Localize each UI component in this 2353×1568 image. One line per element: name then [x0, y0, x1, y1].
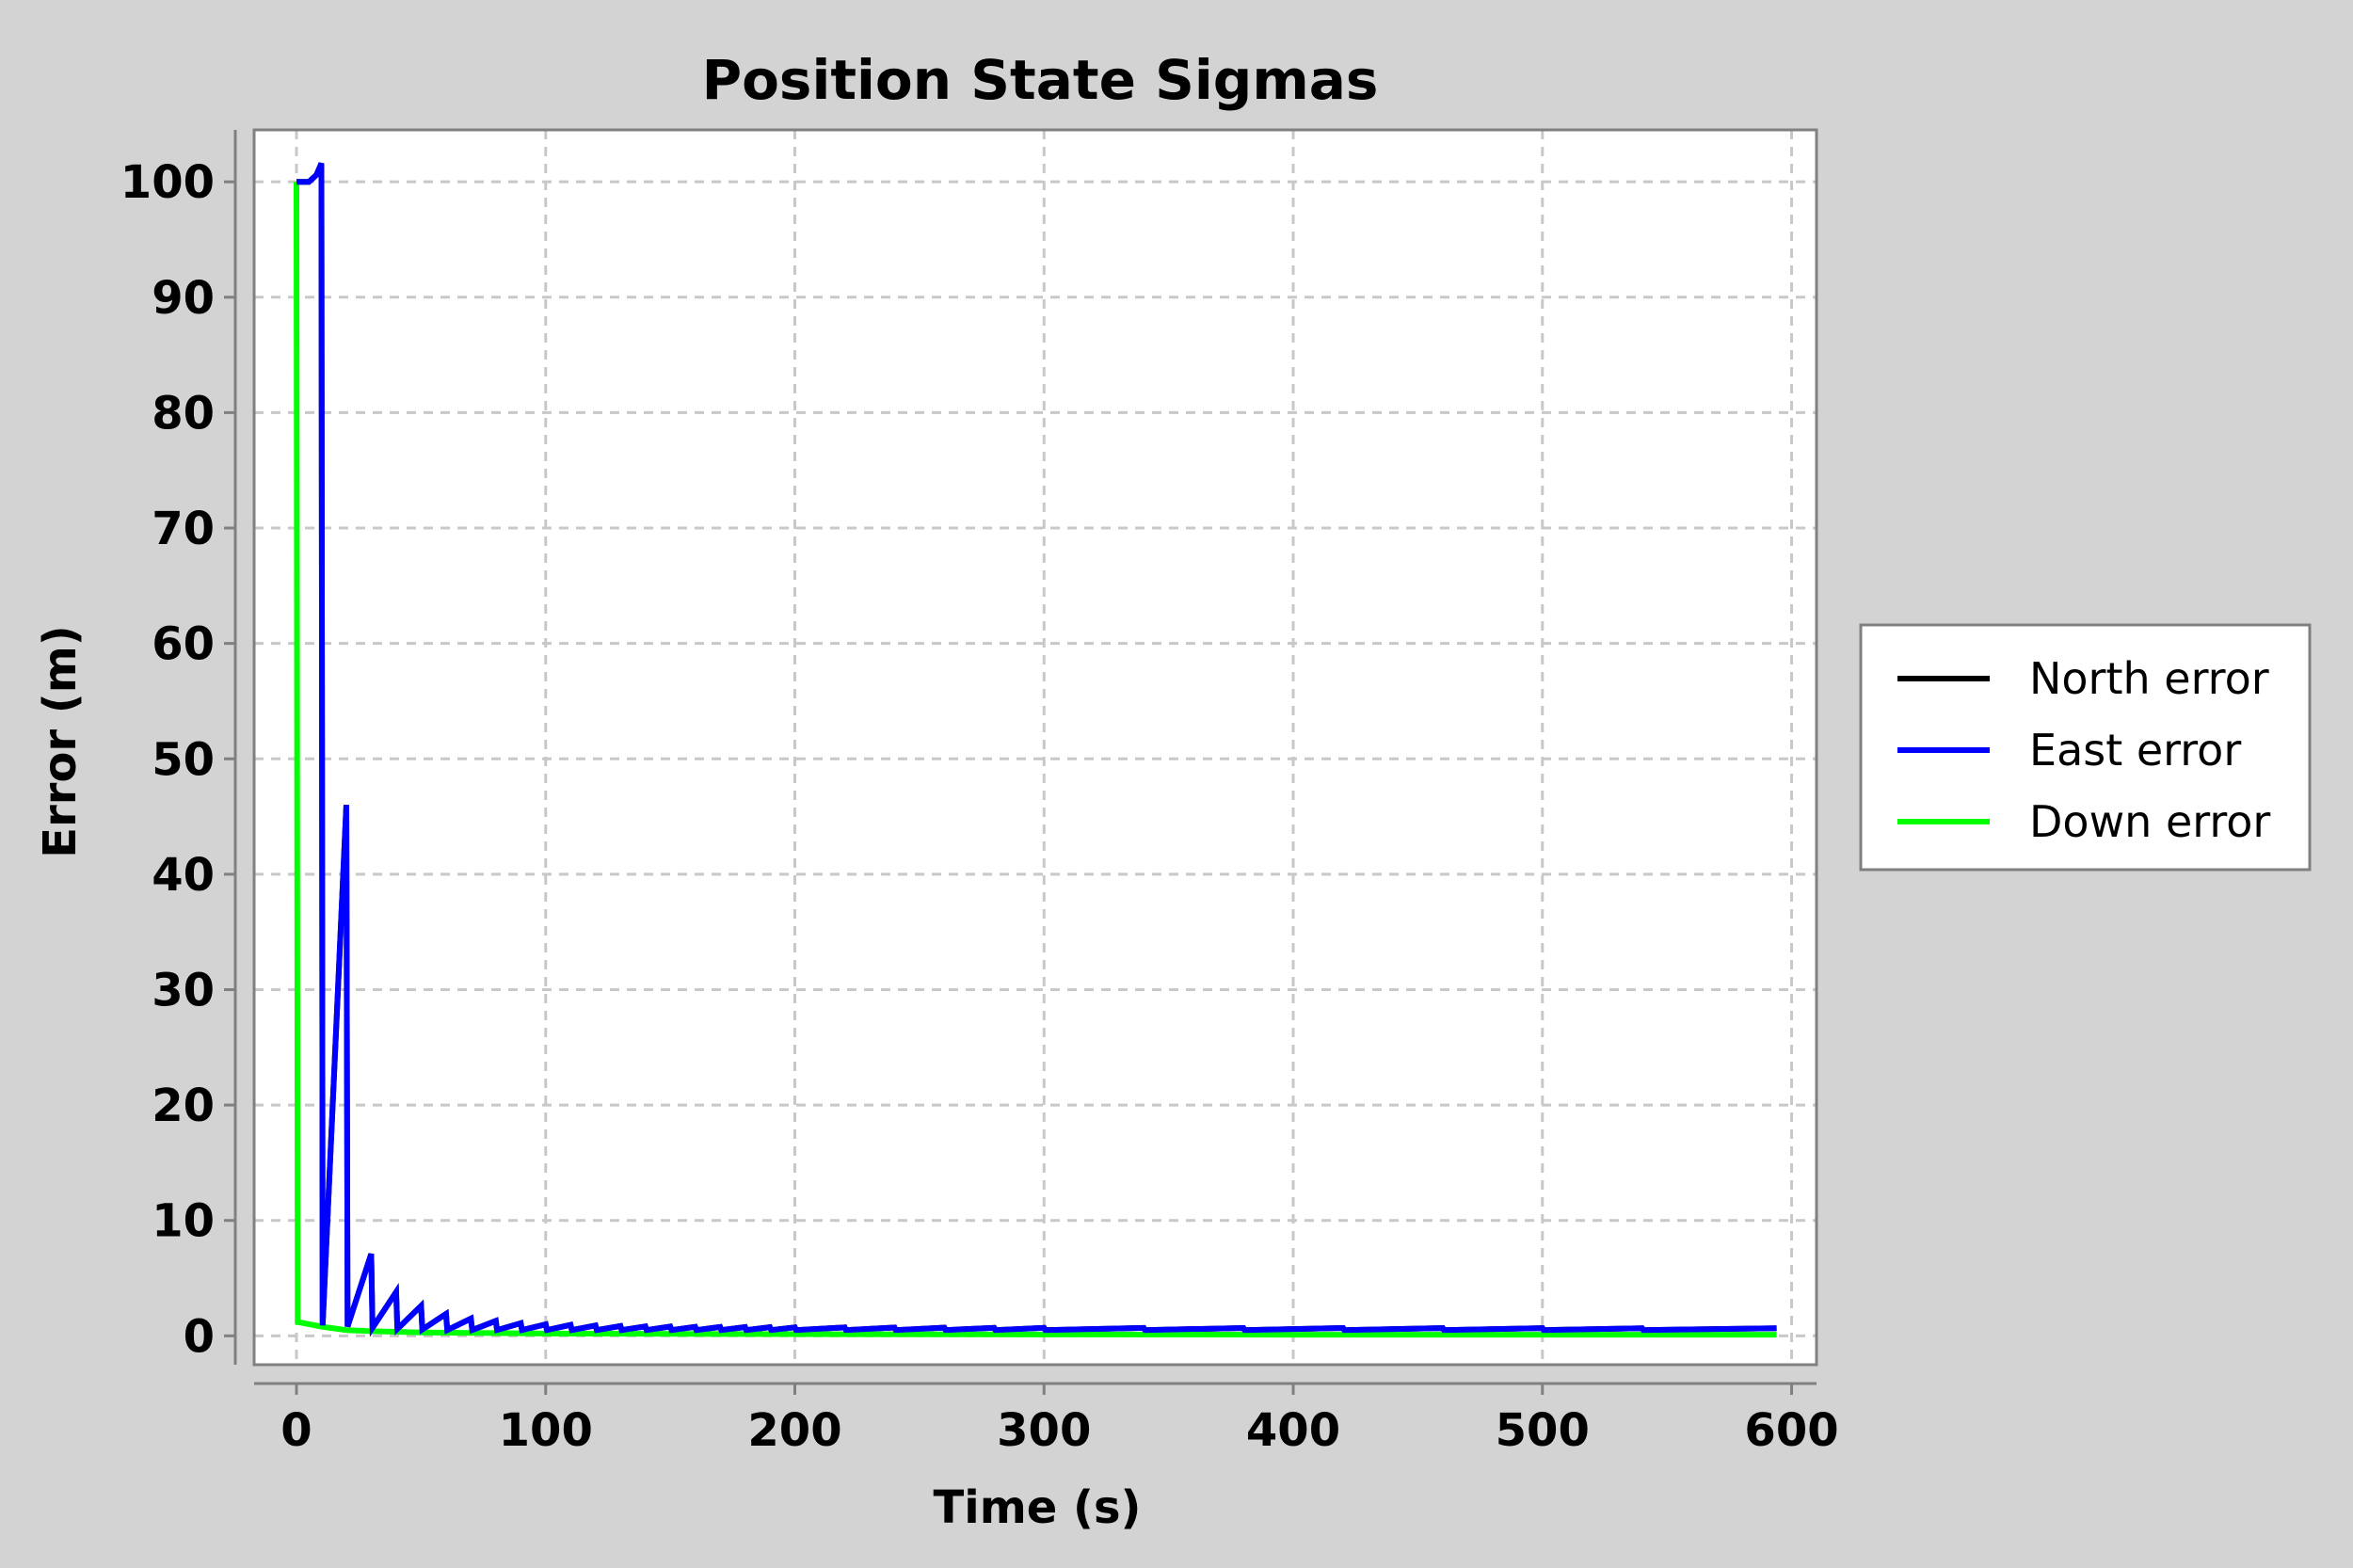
- legend-label: North error: [2029, 653, 2269, 704]
- y-tick-label: 10: [152, 1195, 215, 1248]
- series-lines: [294, 162, 1777, 1338]
- legend-entries: North error East error Down error: [1897, 653, 2270, 847]
- y-tick-label: 80: [152, 387, 215, 440]
- legend-label: Down error: [2029, 796, 2270, 847]
- legend-label: East error: [2029, 725, 2241, 776]
- plot-area: [254, 130, 1817, 1365]
- x-tick-label: 500: [1496, 1404, 1590, 1457]
- ticks: 0 100 200 300 400 500 600 0 10 20 30 40 50 60 70 80 90 10…: [120, 156, 1839, 1457]
- x-tick-label: 200: [747, 1404, 841, 1457]
- x-axis-label: Time (s): [934, 1481, 1142, 1534]
- y-tick-label: 90: [152, 272, 215, 325]
- series-line-down-error: [294, 182, 1777, 1338]
- x-tick-label: 0: [280, 1404, 312, 1457]
- y-tick-label: 0: [184, 1310, 215, 1363]
- series-line-east-error: [296, 162, 1777, 1337]
- y-axis-label: Error (m): [34, 625, 87, 857]
- y-tick-label: 40: [152, 849, 215, 902]
- x-tick-label: 100: [499, 1404, 593, 1457]
- plot-frame: [252, 128, 1818, 1367]
- x-tick-label: 300: [997, 1404, 1091, 1457]
- y-tick-label: 70: [152, 503, 215, 555]
- x-tick-label: 600: [1744, 1404, 1838, 1457]
- y-tick-label: 100: [120, 156, 215, 209]
- y-tick-label: 30: [152, 964, 215, 1016]
- y-tick-label: 20: [152, 1080, 215, 1132]
- y-tick-label: 50: [152, 733, 215, 786]
- legend: North error East error Down error: [1859, 623, 2312, 872]
- chart-title: Position State Sigmas: [702, 48, 1379, 112]
- x-tick-label: 400: [1246, 1404, 1340, 1457]
- y-tick-label: 60: [152, 618, 215, 671]
